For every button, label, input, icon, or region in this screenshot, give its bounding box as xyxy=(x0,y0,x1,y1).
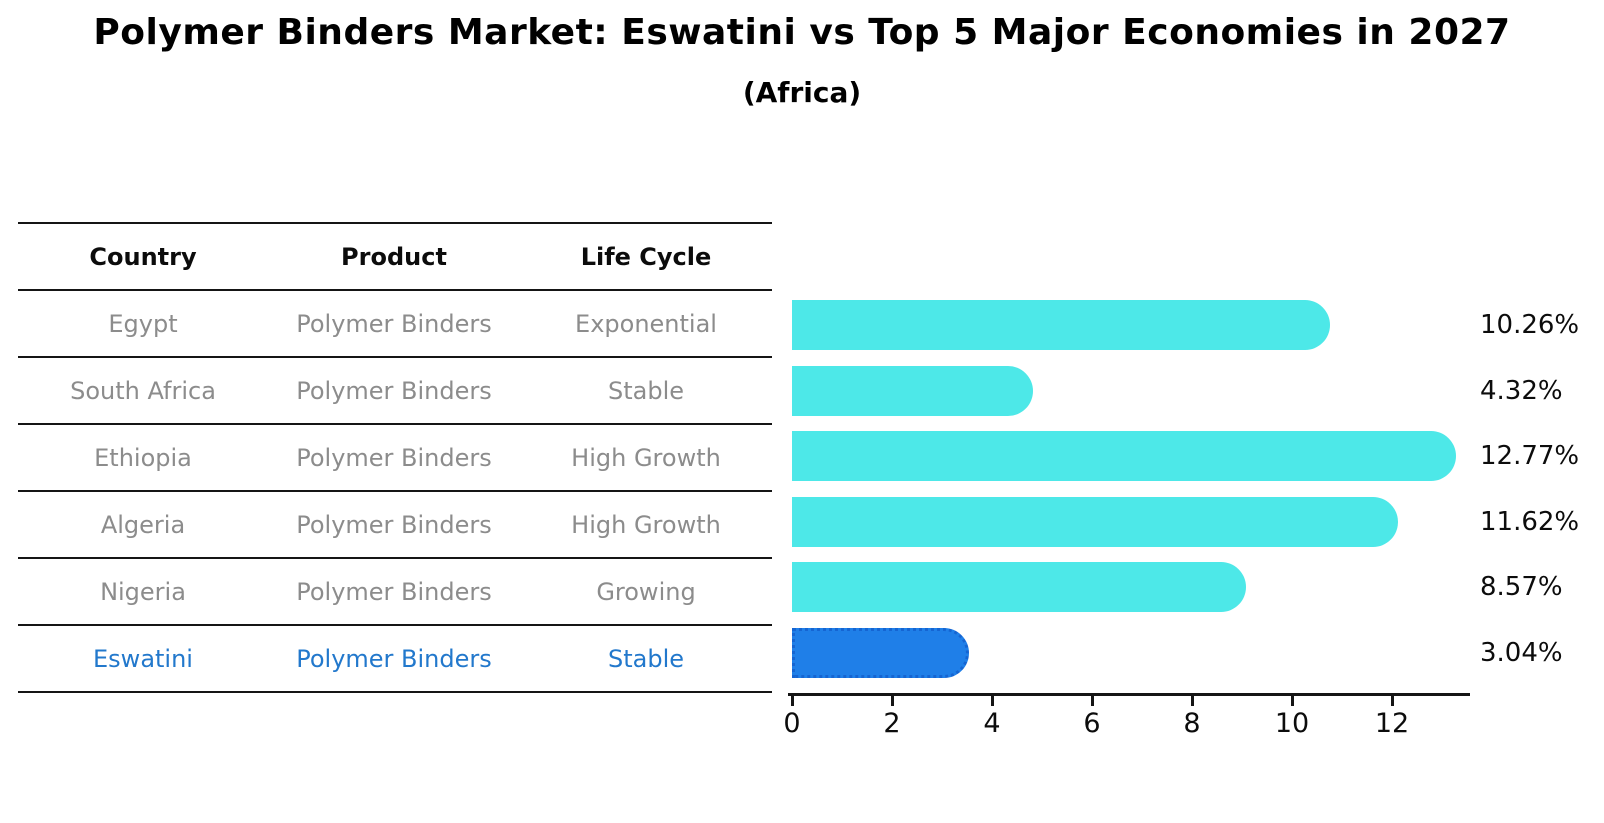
bar-nigeria xyxy=(792,562,1246,612)
x-axis-tick-label: 8 xyxy=(1183,708,1201,739)
bar-value-label: 3.04% xyxy=(1480,637,1563,668)
table-cell-product: Polymer Binders xyxy=(296,309,492,338)
table-cell-country: Egypt xyxy=(108,309,178,338)
table-header-row: Country Product Life Cycle xyxy=(18,222,772,289)
x-axis-tick xyxy=(991,696,994,706)
x-axis-line xyxy=(788,693,1470,696)
table-row: Algeria Polymer Binders High Growth xyxy=(18,490,772,557)
column-header-life-cycle: Life Cycle xyxy=(580,242,712,271)
chart-title: Polymer Binders Market: Eswatini vs Top … xyxy=(93,12,1511,53)
chart-subtitle: (Africa) xyxy=(742,76,862,109)
x-axis-tick xyxy=(1391,696,1394,706)
x-axis-tick xyxy=(1191,696,1194,706)
x-axis-tick xyxy=(1091,696,1094,706)
table-cell-country: Algeria xyxy=(100,510,186,539)
x-axis-tick-label: 2 xyxy=(883,708,901,739)
table-row: Eswatini Polymer Binders Stable xyxy=(18,624,772,691)
table-cell-country: Eswatini xyxy=(93,644,193,673)
bar-value-label: 12.77% xyxy=(1480,441,1580,471)
x-axis-tick-label: 6 xyxy=(1083,708,1101,739)
x-axis-tick-label: 12 xyxy=(1374,708,1410,739)
x-axis-tick-label: 4 xyxy=(983,708,1001,739)
table-cell-life-cycle: Exponential xyxy=(575,309,717,338)
table-cell-life-cycle: High Growth xyxy=(571,510,721,539)
column-header-product: Product xyxy=(341,242,447,271)
table-bottom-border xyxy=(18,691,772,693)
table-cell-product: Polymer Binders xyxy=(296,577,492,606)
table-cell-life-cycle: Stable xyxy=(607,376,685,405)
x-axis-tick xyxy=(1291,696,1294,706)
x-axis-tick-label: 0 xyxy=(783,708,801,739)
bar-egypt xyxy=(792,300,1330,350)
x-axis-tick xyxy=(791,696,794,706)
bar-algeria xyxy=(792,496,1398,547)
table-cell-life-cycle: Stable xyxy=(607,644,685,673)
column-header-country: Country xyxy=(89,242,197,271)
table-cell-product: Polymer Binders xyxy=(296,510,492,539)
table-cell-life-cycle: High Growth xyxy=(571,443,721,472)
bar-value-label: 8.57% xyxy=(1480,572,1563,602)
bar-south-africa xyxy=(792,365,1033,416)
table-row: Egypt Polymer Binders Exponential xyxy=(18,289,772,356)
table-cell-country: South Africa xyxy=(70,376,216,405)
x-axis-tick-label: 10 xyxy=(1274,708,1310,739)
table-row: Nigeria Polymer Binders Growing xyxy=(18,557,772,624)
country-table: Country Product Life Cycle Egypt Polymer … xyxy=(18,222,772,693)
table-row: Ethiopia Polymer Binders High Growth xyxy=(18,423,772,490)
table-row: South Africa Polymer Binders Stable xyxy=(18,356,772,423)
table-cell-product: Polymer Binders xyxy=(296,644,492,673)
bar-value-label: 10.26% xyxy=(1480,310,1580,340)
bar-value-label: 11.62% xyxy=(1480,506,1580,537)
bar-eswatini xyxy=(792,627,969,678)
table-cell-life-cycle: Growing xyxy=(596,577,696,606)
table-cell-country: Nigeria xyxy=(100,577,186,606)
table-cell-product: Polymer Binders xyxy=(296,376,492,405)
x-axis-tick xyxy=(891,696,894,706)
table-cell-country: Ethiopia xyxy=(94,443,192,472)
bar-value-label: 4.32% xyxy=(1480,375,1563,406)
bar-ethiopia xyxy=(792,431,1456,481)
table-cell-product: Polymer Binders xyxy=(296,443,492,472)
